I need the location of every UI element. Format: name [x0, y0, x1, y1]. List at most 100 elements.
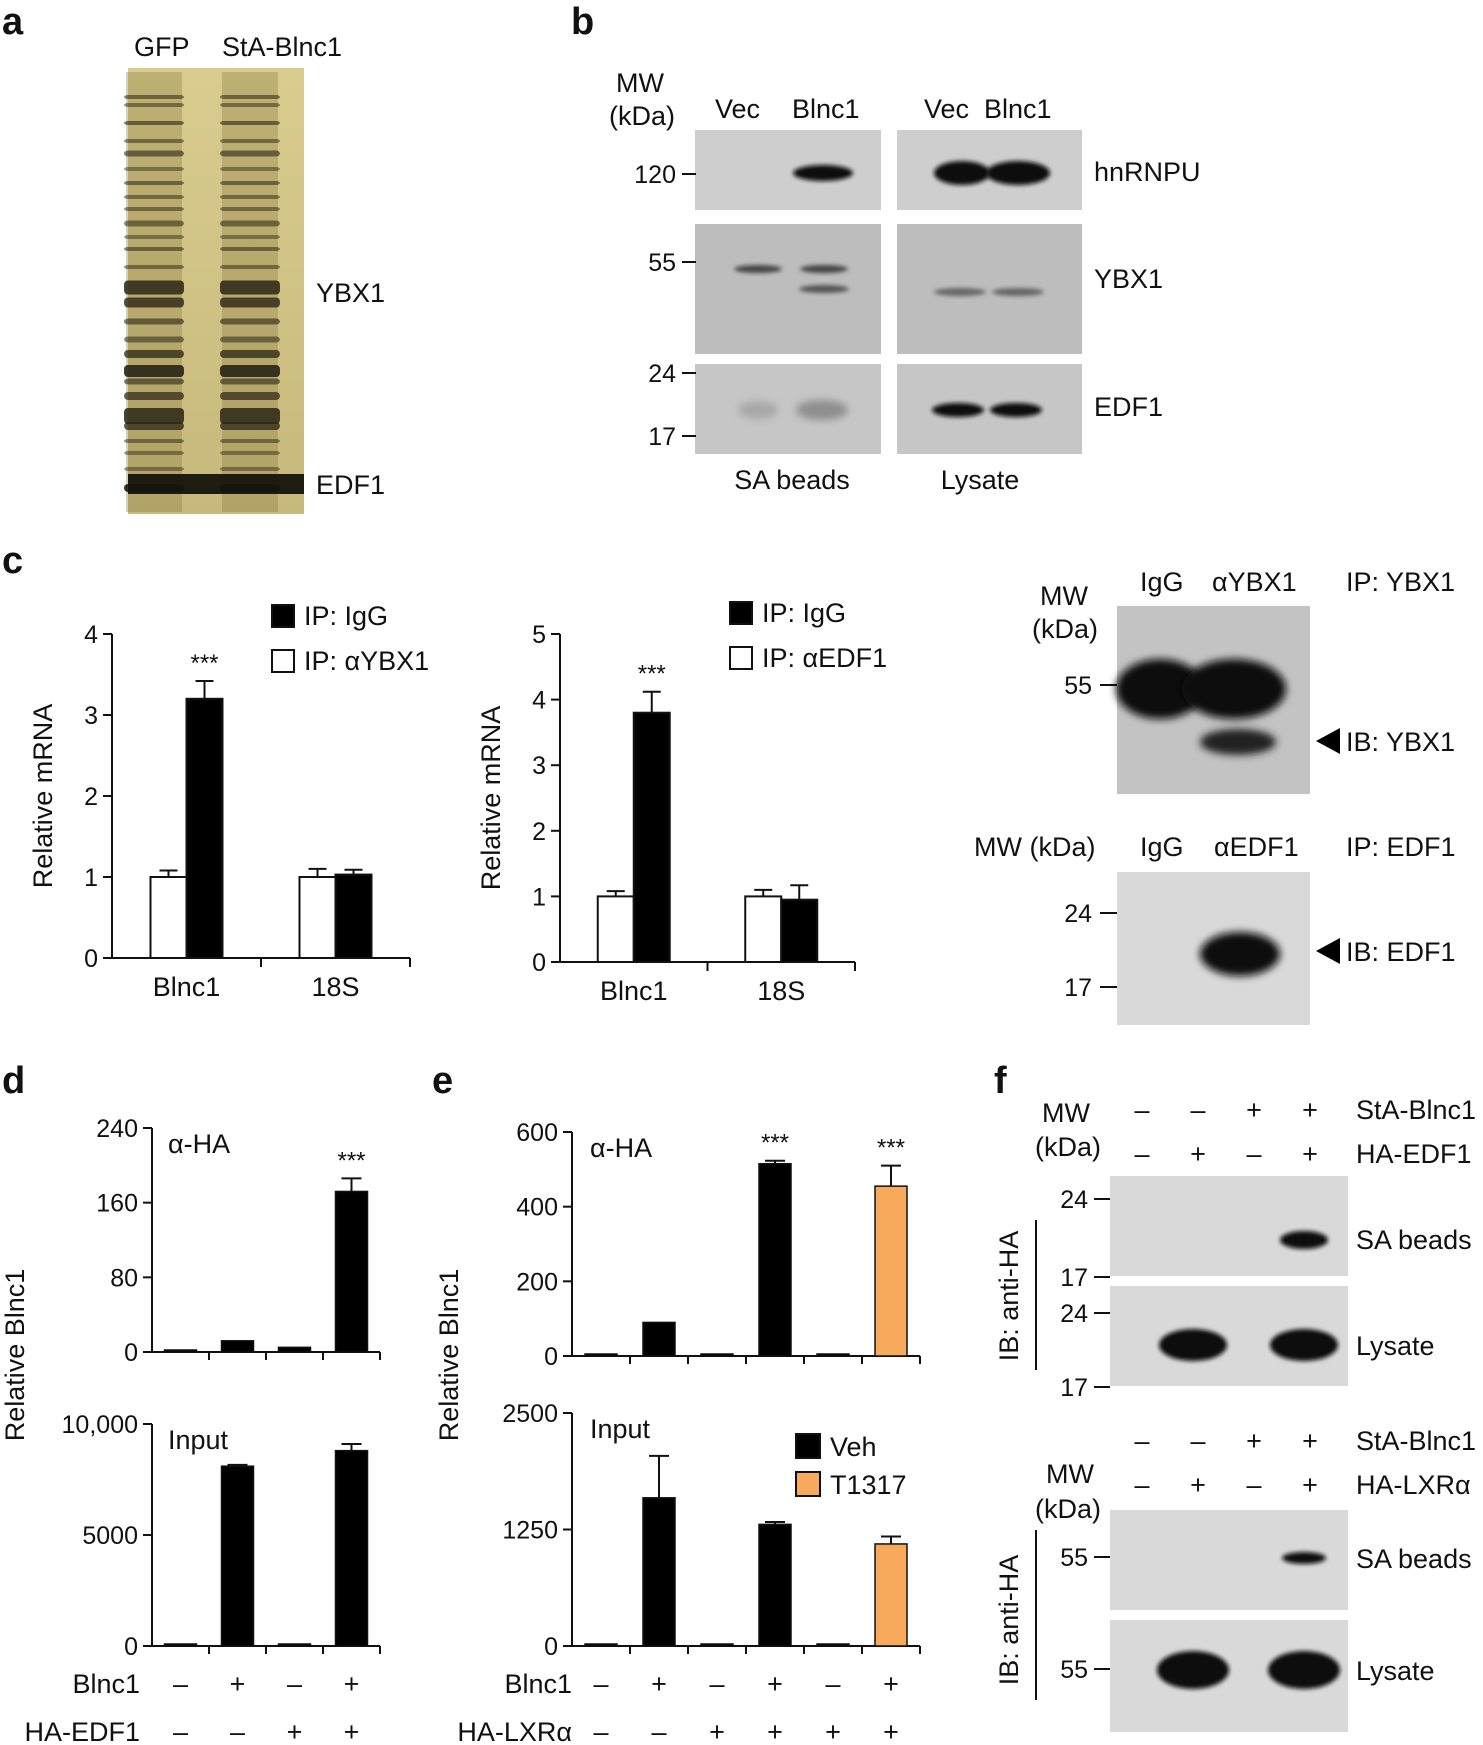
- blot-edf1-sa-beads: [695, 364, 881, 454]
- band-edf1-blnc1-beads: [796, 400, 848, 420]
- minus-sign: –: [1134, 1470, 1149, 1500]
- c-blot2-lane-igg: IgG: [1140, 832, 1184, 862]
- f-bottom-row2-label: HA-LXRα: [1356, 1470, 1471, 1500]
- f-top-blot-label-sa-beads: SA beads: [1356, 1225, 1472, 1255]
- chart-annotation: α-HA: [590, 1133, 652, 1163]
- panel-b: b MW (kDa) Vec Blnc1 Vec Blnc1 120 55 24: [571, 1, 1201, 495]
- gel-band: [124, 365, 184, 377]
- legend-label: Veh: [830, 1432, 877, 1462]
- gel-band: [124, 422, 184, 430]
- y-tick-label: 5000: [82, 1522, 138, 1550]
- gel-band: [220, 95, 280, 99]
- f-top-row2-label: HA-EDF1: [1356, 1139, 1472, 1169]
- panel-letter-e: e: [432, 1060, 453, 1102]
- minus-sign: –: [173, 1717, 188, 1745]
- e-row-label-ha-lxra: HA-LXRα: [457, 1717, 572, 1745]
- bar: [584, 1643, 618, 1647]
- silver-stain-gel: [124, 68, 304, 514]
- minus-sign: –: [287, 1669, 302, 1699]
- blot-ybx1-sa-beads: [695, 224, 881, 354]
- gel-band: [220, 439, 280, 443]
- bar: [185, 697, 224, 959]
- significance-marker: ***: [337, 1147, 365, 1174]
- band-lxra-lysate-2: [1268, 1651, 1340, 1689]
- y-tick-label: 400: [516, 1194, 558, 1222]
- x-tick-label: Blnc1: [600, 976, 668, 1006]
- c-blot1-lane-aybx1: αYBX1: [1212, 567, 1297, 597]
- c-blot2-mw-tick-17: 17: [1064, 974, 1092, 1002]
- gel-bands: [124, 72, 304, 512]
- gel-band: [220, 220, 280, 227]
- panel-letter-d: d: [2, 1060, 25, 1102]
- bar: [149, 876, 188, 959]
- y-tick-label: 600: [516, 1119, 558, 1147]
- legend-label: IP: IgG: [762, 598, 846, 628]
- bar: [642, 1321, 676, 1357]
- bar: [758, 1523, 792, 1647]
- f-top-treatment-signs: – – + + – + – +: [1134, 1095, 1317, 1169]
- gel-band: [220, 247, 280, 251]
- c-blot1-mw-unit: (kDa): [1032, 614, 1098, 644]
- bar: [163, 1643, 198, 1647]
- gel-band: [124, 103, 184, 107]
- chart-c1: 0 1 2 3 4 Blnc1 *** 18S Relative mRNA IP: IgG IP: …: [28, 601, 429, 1002]
- lane-label-sta-blnc1: StA-Blnc1: [222, 32, 342, 62]
- gel-band: [220, 195, 280, 199]
- bar: [584, 1353, 618, 1357]
- mw-tick-120: 120: [634, 161, 676, 189]
- c-blot1-ip-label: IP: YBX1: [1346, 567, 1455, 597]
- c-blot2-ib-label: IB: EDF1: [1346, 937, 1456, 967]
- arrowhead-icon: [1316, 938, 1340, 964]
- gel-band: [220, 408, 280, 424]
- c-blot2-mw-label: MW (kDa): [974, 832, 1095, 862]
- legend-label: IP: αEDF1: [762, 643, 887, 673]
- minus-sign: –: [825, 1669, 840, 1699]
- panel-letter-b: b: [571, 1, 594, 43]
- bar: [277, 1643, 312, 1647]
- significance-marker: ***: [761, 1130, 789, 1157]
- bar: [700, 1353, 734, 1357]
- y-tick-label: 3: [84, 702, 98, 730]
- gel-band: [220, 167, 280, 171]
- y-tick-label: 0: [124, 1633, 138, 1661]
- y-tick-label: 0: [544, 1633, 558, 1661]
- plus-sign: +: [1190, 1139, 1206, 1169]
- gel-band: [124, 95, 184, 99]
- c-blot1-mw-tick-55: 55: [1064, 672, 1092, 700]
- f-bottom-blot-label-sa-beads: SA beads: [1356, 1544, 1472, 1574]
- chart-e-top: 0 200 400 600 *** *** α-HA: [516, 1119, 921, 1371]
- f-top-mw-tick: 17: [1060, 1374, 1088, 1402]
- e-treatment-signs: – + – + – + – – + + + +: [593, 1669, 898, 1745]
- band-edf1-blnc1-lysate: [990, 403, 1042, 417]
- band-ybx1-blnc1-beads-lower: [799, 285, 849, 293]
- f-top-mw-label: MW: [1042, 1098, 1090, 1128]
- y-tick-label: 2500: [502, 1400, 558, 1428]
- f-bottom-mw-tick: 55: [1060, 1544, 1088, 1572]
- y-tick-label: 0: [124, 1339, 138, 1367]
- bar: [632, 711, 671, 963]
- y-tick-label: 0: [84, 945, 98, 973]
- plus-sign: +: [344, 1717, 360, 1745]
- c-blot1-lane-igg: IgG: [1140, 567, 1184, 597]
- gel-band: [220, 103, 280, 107]
- legend-label: IP: αYBX1: [304, 646, 429, 676]
- gel-band: [220, 336, 280, 343]
- chart-d-top: 0 80 160 240 *** α-HA: [96, 1115, 381, 1367]
- gel-band: [220, 121, 280, 125]
- f-top-row1-label: StA-Blnc1: [1356, 1095, 1476, 1125]
- y-tick-label: 1250: [502, 1517, 558, 1545]
- bar: [744, 895, 783, 964]
- gel-band: [220, 467, 280, 471]
- gel-band: [124, 297, 184, 308]
- blot-hnrnpu-sa-beads: [695, 130, 881, 210]
- blot-edf1-lysate: [897, 364, 1082, 454]
- minus-sign: –: [1134, 1426, 1149, 1456]
- bar: [334, 1190, 369, 1353]
- plus-sign: +: [709, 1717, 725, 1745]
- band-lxra-sa-beads: [1282, 1552, 1326, 1564]
- chart-c2: 0 1 2 3 4 5 Blnc1 *** 18S Relative mRNA IP: IgG IP:…: [476, 598, 887, 1006]
- arrowhead-icon: [1316, 728, 1340, 754]
- bar: [642, 1497, 676, 1647]
- f-bottom-ib-label: IB: anti-HA: [994, 1555, 1024, 1686]
- bar: [220, 1465, 255, 1647]
